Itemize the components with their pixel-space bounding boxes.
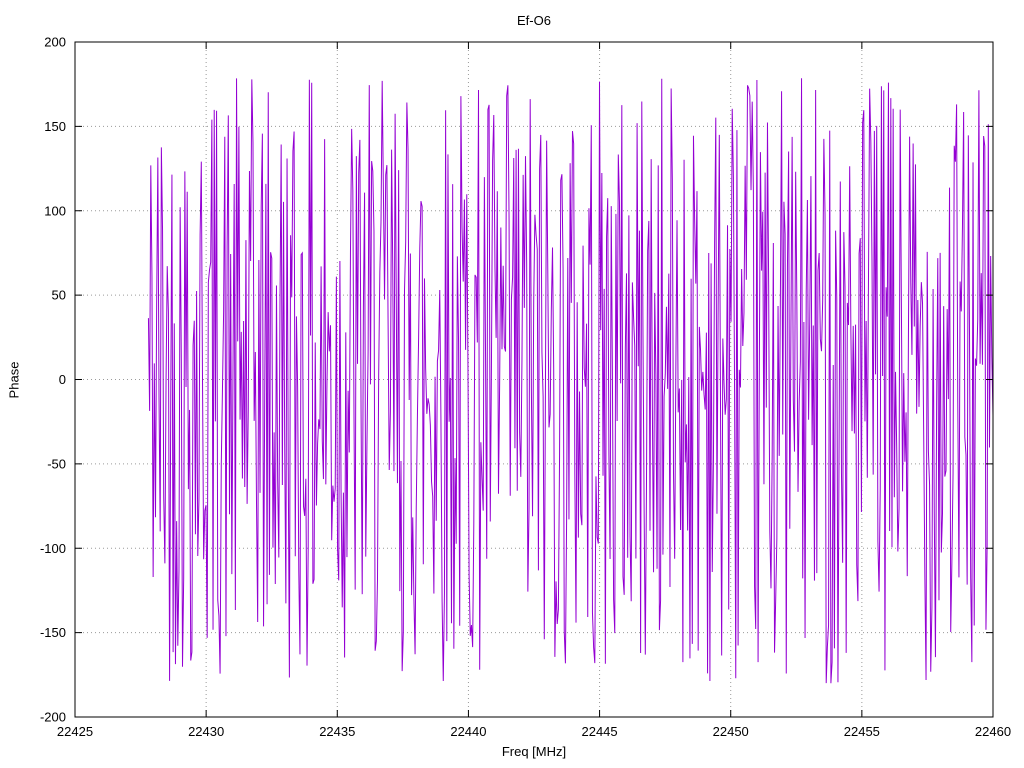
y-tick-label: 200 xyxy=(44,35,66,50)
x-axis-label: Freq [MHz] xyxy=(501,744,567,759)
y-tick-label: 150 xyxy=(44,119,66,134)
y-tick-label: -50 xyxy=(47,456,66,471)
chart-title: Ef-O6 xyxy=(517,13,551,28)
y-tick-label: 50 xyxy=(52,288,66,303)
y-tick-label: 100 xyxy=(44,203,66,218)
x-tick-label: 22445 xyxy=(581,724,617,739)
phase-series-line xyxy=(147,78,994,684)
x-tick-label: 22425 xyxy=(57,724,93,739)
x-tick-label: 22440 xyxy=(450,724,486,739)
y-tick-label: -100 xyxy=(40,541,66,556)
y-tick-label: -200 xyxy=(40,710,66,725)
x-tick-label: 22430 xyxy=(188,724,224,739)
y-tick-label: 0 xyxy=(59,372,66,387)
x-tick-label: 22455 xyxy=(844,724,880,739)
x-tick-label: 22460 xyxy=(975,724,1011,739)
x-tick-label: 22435 xyxy=(319,724,355,739)
y-tick-label: -150 xyxy=(40,625,66,640)
x-tick-label: 22450 xyxy=(713,724,749,739)
